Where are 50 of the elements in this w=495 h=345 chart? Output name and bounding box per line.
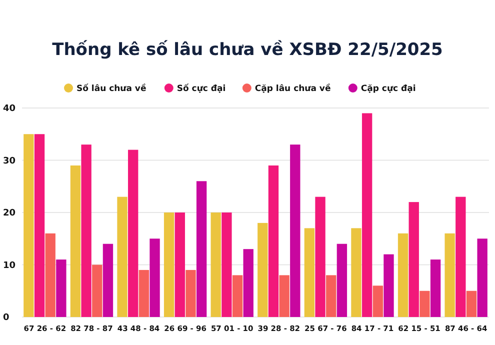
bar (444, 233, 455, 317)
bar (102, 244, 114, 317)
y-tick-label: 10 (3, 260, 16, 271)
bar (34, 134, 45, 317)
bar (150, 238, 160, 317)
bar (232, 275, 243, 317)
bar (258, 222, 268, 317)
bar (210, 212, 221, 317)
bar (138, 270, 150, 317)
bar (117, 196, 128, 317)
bar (45, 233, 56, 317)
bar (336, 244, 348, 317)
y-tick-label: 30 (3, 156, 16, 166)
bar (164, 212, 174, 317)
bar (362, 113, 372, 317)
bar (290, 144, 300, 317)
bar (304, 228, 315, 317)
bar (196, 181, 207, 317)
bar (81, 144, 92, 317)
bar (279, 275, 290, 317)
bar (222, 212, 232, 317)
y-tick-label: 40 (3, 104, 16, 114)
bar (398, 233, 408, 317)
bar (186, 270, 196, 317)
bar (384, 254, 394, 317)
chart-title: Thống kê số lâu chưa về XSBĐ 22/5/2025 (52, 40, 443, 60)
bar (456, 196, 466, 317)
bar (420, 290, 430, 317)
bar (466, 290, 477, 317)
bar (268, 165, 279, 317)
bar (326, 275, 336, 317)
legend-label: Số lâu chưa về (76, 83, 146, 94)
bar (70, 165, 81, 317)
bar (128, 150, 138, 317)
bar (243, 249, 254, 317)
bar (92, 264, 102, 317)
bar (408, 202, 419, 317)
bar (351, 228, 362, 317)
bar (372, 286, 383, 317)
legend-label: Cặp lâu chưa về (254, 83, 331, 94)
bar (174, 212, 185, 317)
bar (56, 260, 66, 317)
bar (315, 196, 326, 317)
y-tick-label: 0 (3, 313, 10, 323)
legend-label: Số cực đại (176, 83, 226, 94)
bar (477, 238, 488, 317)
legend-label: Cặp cực đại (360, 84, 416, 94)
y-tick-label: 20 (3, 208, 16, 218)
bar (430, 260, 441, 317)
bar (24, 134, 34, 317)
